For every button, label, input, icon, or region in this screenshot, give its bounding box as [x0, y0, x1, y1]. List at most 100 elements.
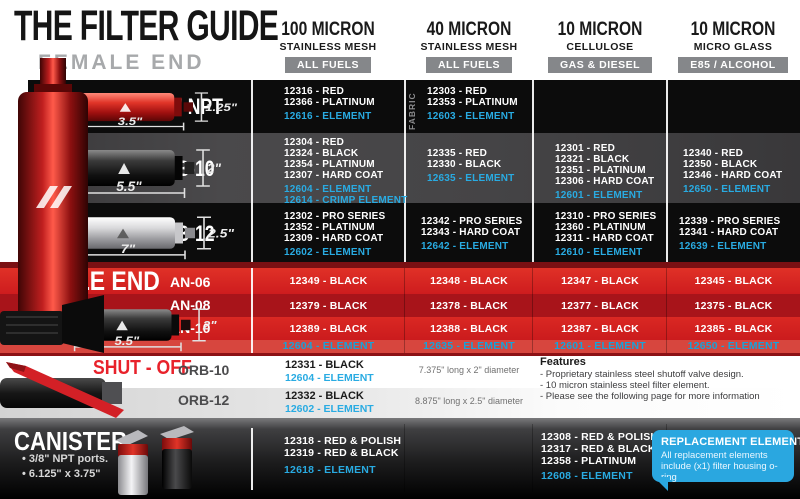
filter-neck: [40, 58, 66, 88]
column-header-40-micron: 40 MICRON STAINLESS MESH ALL FUELS: [394, 19, 544, 73]
part-number: 12349 - BLACK: [289, 275, 368, 287]
column-header-10-micron-micro-glass: 10 MICRON MICRO GLASS E85 / ALCOHOL: [658, 19, 800, 73]
part-number: 12360 - PLATINUM: [555, 222, 646, 233]
feature-item: - Please see the following page for more…: [540, 391, 760, 402]
element-part-number: 12616 - ELEMENT: [284, 111, 372, 122]
part-number: 12388 - BLACK: [430, 322, 508, 335]
mount-bracket: [160, 426, 194, 440]
canister-cap-red: [118, 444, 148, 457]
male-top-band: [0, 262, 800, 268]
element-part-number: 12602 - ELEMENT: [284, 247, 372, 258]
end-cap: [167, 314, 180, 336]
element-part-number: 12601 - ELEMENT: [555, 190, 643, 201]
part-number: 12352 - PLATINUM: [284, 222, 375, 233]
part-number: 12340 - RED: [683, 148, 744, 159]
part-number: 12339 - PRO SERIES: [679, 216, 781, 227]
part-number: 12375 - BLACK: [694, 299, 773, 312]
cell-orb12-10micron-cellulose: 12310 - PRO SERIES 12360 - PLATINUM 1231…: [533, 211, 667, 258]
male-row-an10-stripe: [0, 317, 800, 340]
element-part-number: 12610 - ELEMENT: [555, 247, 643, 258]
aeromotive-logo-mark: [116, 320, 128, 331]
cell-npt-40micron: 12303 - RED 12353 - PLATINUM 12603 - ELE…: [405, 86, 533, 122]
fitting-nub: [185, 227, 195, 239]
cell-canister-100micron: 12318 - RED & POLISH 12319 - RED & BLACK…: [252, 435, 405, 476]
cell-orb10-40micron: 12335 - RED 12330 - BLACK 12635 - ELEMEN…: [405, 148, 533, 184]
divider-male-1: [404, 268, 405, 353]
length-dim-label: 5.5": [116, 178, 142, 194]
fitting-flare: [62, 295, 104, 353]
divider-canister-2: [532, 424, 533, 492]
fuel-type-badge: ALL FUELS: [284, 57, 372, 73]
page-title: THE FILTER GUIDE: [14, 2, 279, 50]
part-number: 12341 - HARD COAT: [679, 227, 779, 238]
column-micron-label: 40 MICRON: [426, 19, 512, 40]
feature-item: - 10 micron stainless steel filter eleme…: [540, 380, 710, 391]
shutoff-orb12-size: 8.875" long x 2.5" diameter: [415, 396, 523, 406]
divider-col2-col3: [532, 80, 534, 262]
male-an10-row: 12389 - BLACK 12388 - BLACK 12387 - BLAC…: [252, 317, 800, 340]
height-dim-line: [192, 308, 206, 342]
part-number: 12324 - BLACK: [284, 148, 359, 159]
male-bottom-band: [0, 353, 800, 356]
cell-orb10-10micron-cellulose: 12301 - RED 12321 - BLACK 12351 - PLATIN…: [533, 143, 667, 201]
part-number: 12350 - BLACK: [683, 159, 758, 170]
callout-body: All replacement elements include (x1) fi…: [661, 450, 778, 483]
part-number: 12366 - PLATINUM: [284, 97, 375, 108]
cell-orb10-10micron-glass: 12340 - RED 12350 - BLACK 12346 - HARD C…: [667, 148, 800, 195]
element-part-number: 12642 - ELEMENT: [421, 241, 509, 252]
element-part-number: 12601 - ELEMENT: [554, 340, 646, 352]
cell-orb12-40micron: 12342 - PRO SERIES 12343 - HARD COAT 126…: [405, 216, 533, 252]
part-number: 12317 - RED & BLACK: [541, 443, 656, 455]
part-number: 12330 - BLACK: [427, 159, 502, 170]
height-dim-line: [197, 216, 211, 250]
divider-label-column: [251, 80, 253, 262]
aeromotive-logo-mark: [119, 103, 131, 112]
part-number: 12387 - BLACK: [561, 322, 639, 335]
divider-canister-1: [404, 424, 405, 492]
divider-col3-col4: [666, 80, 668, 262]
column-media-label: MICRO GLASS: [693, 41, 773, 53]
an06-label: AN-06: [170, 274, 211, 290]
column-header-10-micron-cellulose: 10 MICRON CELLULOSE GAS & DIESEL: [525, 19, 675, 73]
canister-bullet: • 6.125" x 3.75": [22, 468, 101, 480]
element-part-number: 12635 - ELEMENT: [423, 340, 515, 352]
part-number: 12385 - BLACK: [694, 322, 773, 335]
element-part-number: 12604 - ELEMENT: [282, 340, 375, 352]
part-number: 12379 - BLACK: [289, 299, 368, 312]
element-part-number: 12603 - ELEMENT: [427, 111, 515, 122]
female-end-subtitle: FEMALE END: [38, 51, 205, 74]
part-number: 12377 - BLACK: [561, 299, 639, 312]
black-fitting-photo: [0, 295, 104, 353]
part-number: 12354 - PLATINUM: [284, 159, 375, 170]
part-number: 12342 - PRO SERIES: [421, 216, 523, 227]
male-row-an06-stripe: [0, 268, 800, 294]
element-part-number: 12635 - ELEMENT: [427, 173, 515, 184]
valve-red-lever: [6, 362, 124, 418]
part-number: 12319 - RED & BLACK: [284, 447, 399, 459]
shutoff-orb10-label: ORB-10: [178, 362, 230, 378]
part-number: 12345 - BLACK: [694, 275, 773, 287]
part-number: 12353 - PLATINUM: [427, 97, 518, 108]
valve-end-cap: [102, 382, 122, 404]
fuel-type-badge: E85 / ALCOHOL: [678, 57, 788, 73]
canister-body-black: [162, 449, 192, 489]
element-part-number: 12614 - CRIMP ELEMENT: [284, 195, 408, 206]
element-part-number: 12604 - ELEMENT: [284, 184, 372, 195]
divider-col1-col2: [404, 80, 406, 262]
canister-bullet: • 3/8" NPT ports.: [22, 453, 109, 465]
male-an06-row: 12349 - BLACK 12348 - BLACK 12347 - BLAC…: [252, 268, 800, 294]
callout-title: REPLACEMENT ELEMENTS: [661, 436, 800, 448]
aeromotive-logo-mark: [117, 228, 129, 239]
callout-tail: [654, 477, 668, 491]
fitting-threads: [6, 316, 58, 334]
fitting-nub: [184, 162, 195, 174]
divider-label-column-male: [251, 268, 253, 353]
part-number: 12310 - PRO SERIES: [555, 211, 657, 222]
end-cap: [170, 97, 182, 117]
end-cap: [170, 156, 183, 180]
shutoff-valve-photo: [0, 362, 124, 418]
canister-title: CANISTER: [14, 426, 127, 456]
element-part-number: 12650 - ELEMENT: [683, 184, 771, 195]
length-dim-label: 7": [121, 242, 136, 256]
